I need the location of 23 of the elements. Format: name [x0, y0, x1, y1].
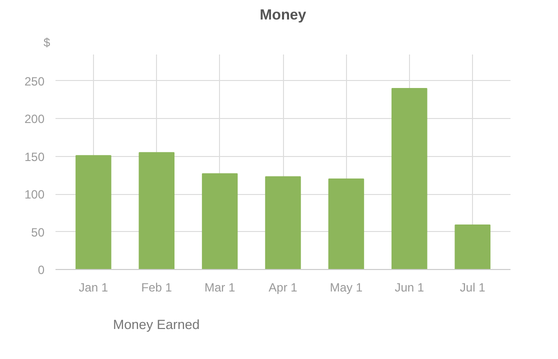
bar [202, 173, 238, 270]
text: Money Earned [113, 317, 200, 332]
y-tick-label: 250 [24, 74, 45, 88]
x-tick-label: Jun 1 [394, 280, 424, 294]
y-tick-label: 0 [38, 263, 45, 277]
y-tick-label: 50 [31, 225, 45, 240]
y-tick-label: 150 [24, 150, 45, 164]
bar [138, 152, 174, 270]
y-axis-title: $ [44, 36, 50, 50]
x-tick-label: May 1 [330, 280, 363, 294]
y-tick-label: 200 [24, 112, 45, 126]
x-tick-label: Jan 1 [78, 280, 108, 294]
bar [392, 88, 428, 270]
x-tick-label: Jul 1 [460, 280, 486, 294]
bar [454, 224, 490, 270]
bar [328, 178, 364, 270]
bar [265, 176, 301, 270]
x-tick-label: Apr 1 [268, 280, 298, 294]
x-tick-label: Feb 1 [141, 280, 172, 294]
chart-title: Money [260, 8, 308, 24]
x-tick-label: Mar 1 [204, 280, 236, 294]
bar [76, 155, 112, 270]
y-tick-label: 100 [24, 188, 45, 202]
